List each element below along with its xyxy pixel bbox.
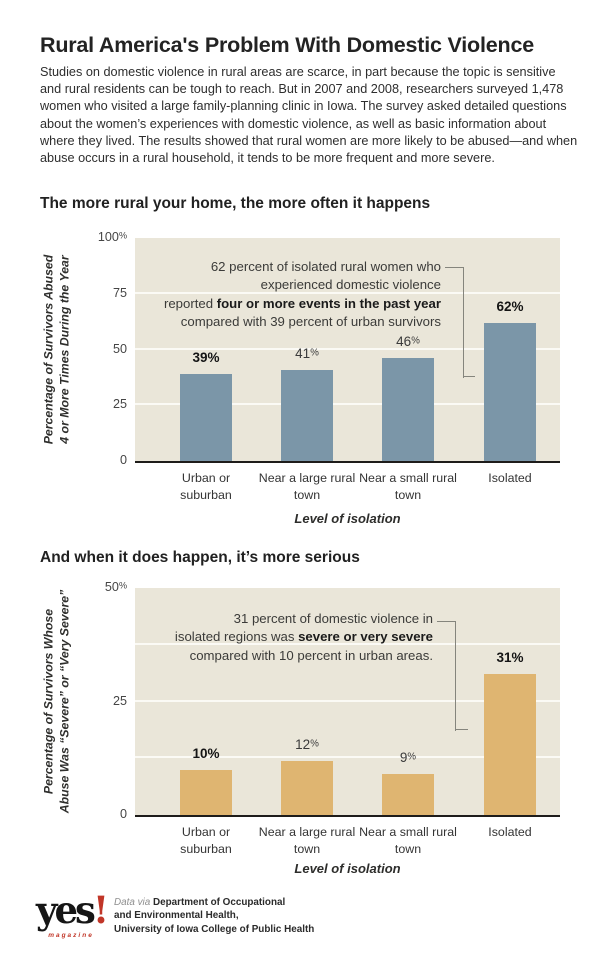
y-axis-title-line: Percentage of Survivors Whose [41, 608, 56, 795]
annotation-bold-text: severe or very severe [298, 629, 433, 645]
gridline [135, 291, 560, 294]
category-label-urban-or-suburban: Urban or suburban [180, 825, 232, 856]
bar-urban-or-suburban [180, 374, 232, 461]
credit-org-line: and Environmental Health, [114, 910, 239, 922]
y-tick-label: 0 [119, 807, 127, 821]
bar-urban-or-suburban [180, 769, 232, 815]
percent-sign: % [310, 346, 319, 358]
bar-isolated [484, 674, 536, 815]
category-label-isolated: Isolated [488, 471, 532, 485]
y-axis-title: Percentage of Survivors Abused 4 or More… [42, 235, 73, 465]
bar-value-label: 39% [192, 350, 220, 366]
y-axis-ticks: 100% 75 50 25 0 [72, 230, 127, 467]
plot-area: 39% 41% 46% 62% [135, 238, 560, 463]
annotation-text: 31 percent of domestic violence in [233, 611, 433, 626]
credit-via-label: Data via [114, 897, 153, 908]
bar-value-label: 41% [295, 345, 319, 361]
category-label-near-a-large-rural-town: Near a large rural town [258, 471, 356, 502]
x-axis-title: Level of isolation [294, 511, 401, 526]
y-tick-label: 75 [112, 285, 127, 300]
y-axis-title-line: 4 or More Times During the Year [57, 255, 71, 444]
chart-annotation: 62 percent of isolated rural women who ex… [141, 258, 441, 332]
y-axis-title: Percentage of Survivors Whose Abuse Was … [42, 582, 73, 822]
annotation-bracket [437, 621, 456, 731]
credit-line: University of Iowa College of Public Hea… [114, 923, 414, 936]
chart-frequency-heading: The more rural your home, the more often… [40, 195, 431, 212]
annotation-line: 31 percent of domestic violence in [133, 610, 433, 628]
bar-value-label: 9% [399, 750, 417, 766]
chart-annotation: 31 percent of domestic violence in isolat… [133, 610, 433, 665]
annotation-line: compared with 10 percent in urban areas. [133, 647, 433, 665]
bar-value-label: 10% [192, 745, 220, 761]
category-label-isolated: Isolated [488, 825, 532, 839]
percent-sign: % [118, 230, 127, 241]
x-axis-title: Level of isolation [294, 861, 401, 876]
annotation-bracket-hook [455, 729, 468, 730]
category-label-urban-or-suburban: Urban or suburban [180, 471, 232, 502]
annotation-line: isolated regions was severe or very seve… [133, 628, 433, 646]
annotation-line: reported four or more events in the past… [141, 295, 441, 313]
gridline [135, 699, 560, 702]
annotation-text: reported [163, 295, 217, 311]
category-label-near-a-large-rural-town: Near a large rural town [258, 825, 356, 856]
bar-value-label: 12% [295, 736, 319, 752]
x-axis-category-labels: Urban or suburban Near a large rural town… [135, 824, 560, 864]
page-title: Rural America's Problem With Domestic Vi… [40, 33, 534, 57]
gridline [135, 642, 560, 645]
gridline [135, 756, 560, 759]
x-axis-category-labels: Urban or suburban Near a large rural town… [135, 470, 560, 510]
plot-area: 10% 12% 9% 31% [135, 588, 560, 817]
annotation-text: compared with 39 percent of urban surviv… [180, 314, 441, 330]
annotation-line: experienced domestic violence [141, 276, 441, 294]
annotation-text: compared with 10 percent in urban areas. [189, 647, 433, 663]
percent-sign: % [118, 580, 127, 591]
annotation-text: isolated regions was [174, 629, 299, 645]
annotation-text: experienced domestic violence [260, 277, 441, 293]
bar-near-a-small-rural-town [382, 774, 434, 815]
annotation-line: 62 percent of isolated rural women who [141, 258, 441, 276]
credit-org-line: Department of Occupational [152, 897, 286, 908]
y-axis-ticks: 50% 25 0 [72, 580, 127, 821]
annotation-bold-text: four or more events in the past year [216, 295, 441, 311]
bar-isolated [484, 322, 536, 461]
intro-paragraph: Studies on domestic violence in rural ar… [40, 65, 578, 166]
annotation-line: compared with 39 percent of urban surviv… [141, 313, 441, 331]
annotation-bracket [445, 267, 464, 378]
y-tick-label: 50% [104, 580, 127, 594]
yes-magazine-logo: yes! magazine [36, 888, 110, 939]
logo-exclamation: ! [92, 888, 110, 932]
y-axis-title-line: Abuse Was “Severe” or “Very Severe” [57, 589, 71, 814]
bar-near-a-small-rural-town [382, 358, 434, 461]
y-tick-label: 100% [97, 230, 127, 244]
annotation-text: 62 percent of isolated rural women who [210, 259, 441, 274]
y-tick-label: 25 [112, 693, 127, 708]
y-tick-label: 50 [112, 341, 127, 356]
gridline [135, 403, 560, 406]
bar-value-label: 62% [496, 298, 524, 314]
data-source-credit: Data via Department of Occupational and … [114, 896, 414, 936]
percent-sign: % [310, 737, 319, 749]
bar-value-label: 46% [396, 334, 420, 350]
bar-near-a-large-rural-town [281, 760, 333, 815]
credit-line: Data via Department of Occupational [114, 896, 414, 909]
gridline [135, 347, 560, 350]
credit-line: and Environmental Health, [114, 909, 414, 922]
annotation-bracket-hook [463, 376, 475, 377]
y-tick-label: 25 [112, 397, 127, 412]
chart-severity-heading: And when it does happen, it’s more serio… [40, 549, 360, 566]
y-axis-title-line: Percentage of Survivors Abused [41, 254, 56, 445]
category-label-near-a-small-rural-town: Near a small rural town [359, 825, 457, 856]
logo-magazine-label: magazine [48, 932, 94, 939]
credit-org-line: University of Iowa College of Public Hea… [114, 923, 315, 935]
category-label-near-a-small-rural-town: Near a small rural town [359, 471, 457, 502]
percent-sign: % [407, 751, 417, 763]
bar-value-label: 31% [496, 650, 524, 666]
bar-near-a-large-rural-town [281, 369, 333, 461]
y-tick-label: 0 [119, 453, 127, 467]
logo-wordmark: yes [36, 888, 96, 932]
percent-sign: % [411, 335, 420, 347]
